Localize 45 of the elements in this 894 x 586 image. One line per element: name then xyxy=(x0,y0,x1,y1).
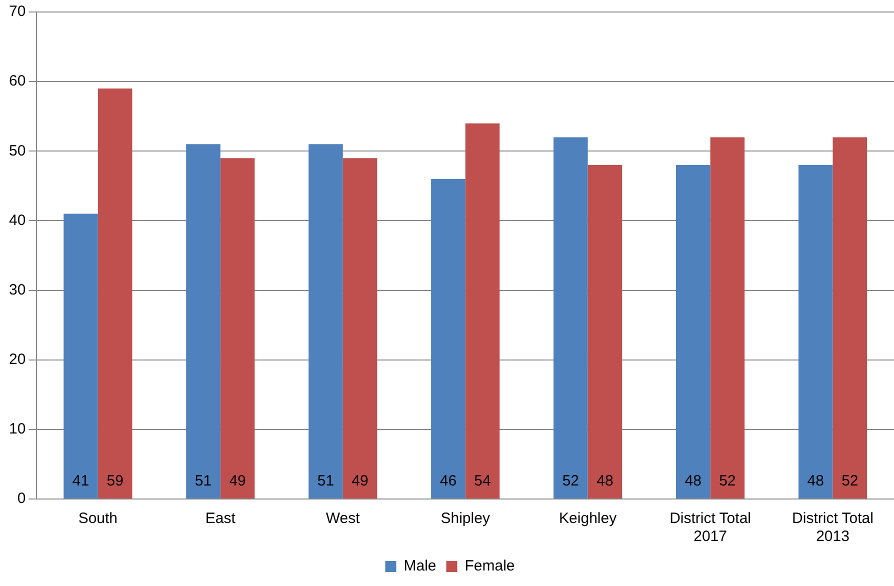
bar xyxy=(465,123,500,498)
data-label: 48 xyxy=(807,472,824,490)
data-label: 49 xyxy=(229,472,246,490)
bar xyxy=(186,144,220,498)
bar xyxy=(832,137,868,498)
y-tick-label: 10 xyxy=(8,420,26,438)
legend-label: Male xyxy=(404,558,436,575)
y-tick-label: 70 xyxy=(8,3,26,20)
data-label: 51 xyxy=(317,472,334,490)
data-label: 41 xyxy=(72,472,90,490)
x-tick-label: West xyxy=(326,510,361,528)
bar xyxy=(710,137,745,498)
x-tick-label: Shipley xyxy=(440,510,490,528)
bar xyxy=(64,214,98,498)
x-tick-label: East xyxy=(205,510,236,528)
y-tick-label: 0 xyxy=(17,490,26,508)
bar xyxy=(588,165,622,498)
bar xyxy=(342,158,378,498)
data-label: 59 xyxy=(106,472,124,490)
y-tick-label: 20 xyxy=(8,351,26,368)
y-tick-label: 30 xyxy=(8,281,26,298)
y-tick-label: 40 xyxy=(8,212,26,229)
x-tick-label: South xyxy=(78,510,118,528)
bar xyxy=(798,165,833,498)
x-tick-label: District Total 2017 xyxy=(670,510,751,546)
data-label: 48 xyxy=(684,472,702,490)
x-tick-label: Keighley xyxy=(559,510,618,528)
data-label: 52 xyxy=(719,472,736,490)
bar xyxy=(98,88,132,498)
data-label: 54 xyxy=(474,472,491,490)
bar xyxy=(431,178,466,498)
bar xyxy=(676,165,710,498)
legend-label: Female xyxy=(464,558,515,575)
data-label: 49 xyxy=(352,472,368,490)
x-tick-label: District Total 2013 xyxy=(792,510,874,546)
data-label: 48 xyxy=(596,472,614,490)
bar xyxy=(554,137,588,498)
data-label: 51 xyxy=(194,472,212,490)
bar xyxy=(308,144,343,498)
y-tick-label: 60 xyxy=(8,72,26,90)
data-label: 46 xyxy=(440,472,457,490)
bar xyxy=(220,158,255,498)
data-label: 52 xyxy=(842,472,858,490)
data-label: 52 xyxy=(562,472,580,490)
y-tick-label: 50 xyxy=(8,142,26,160)
